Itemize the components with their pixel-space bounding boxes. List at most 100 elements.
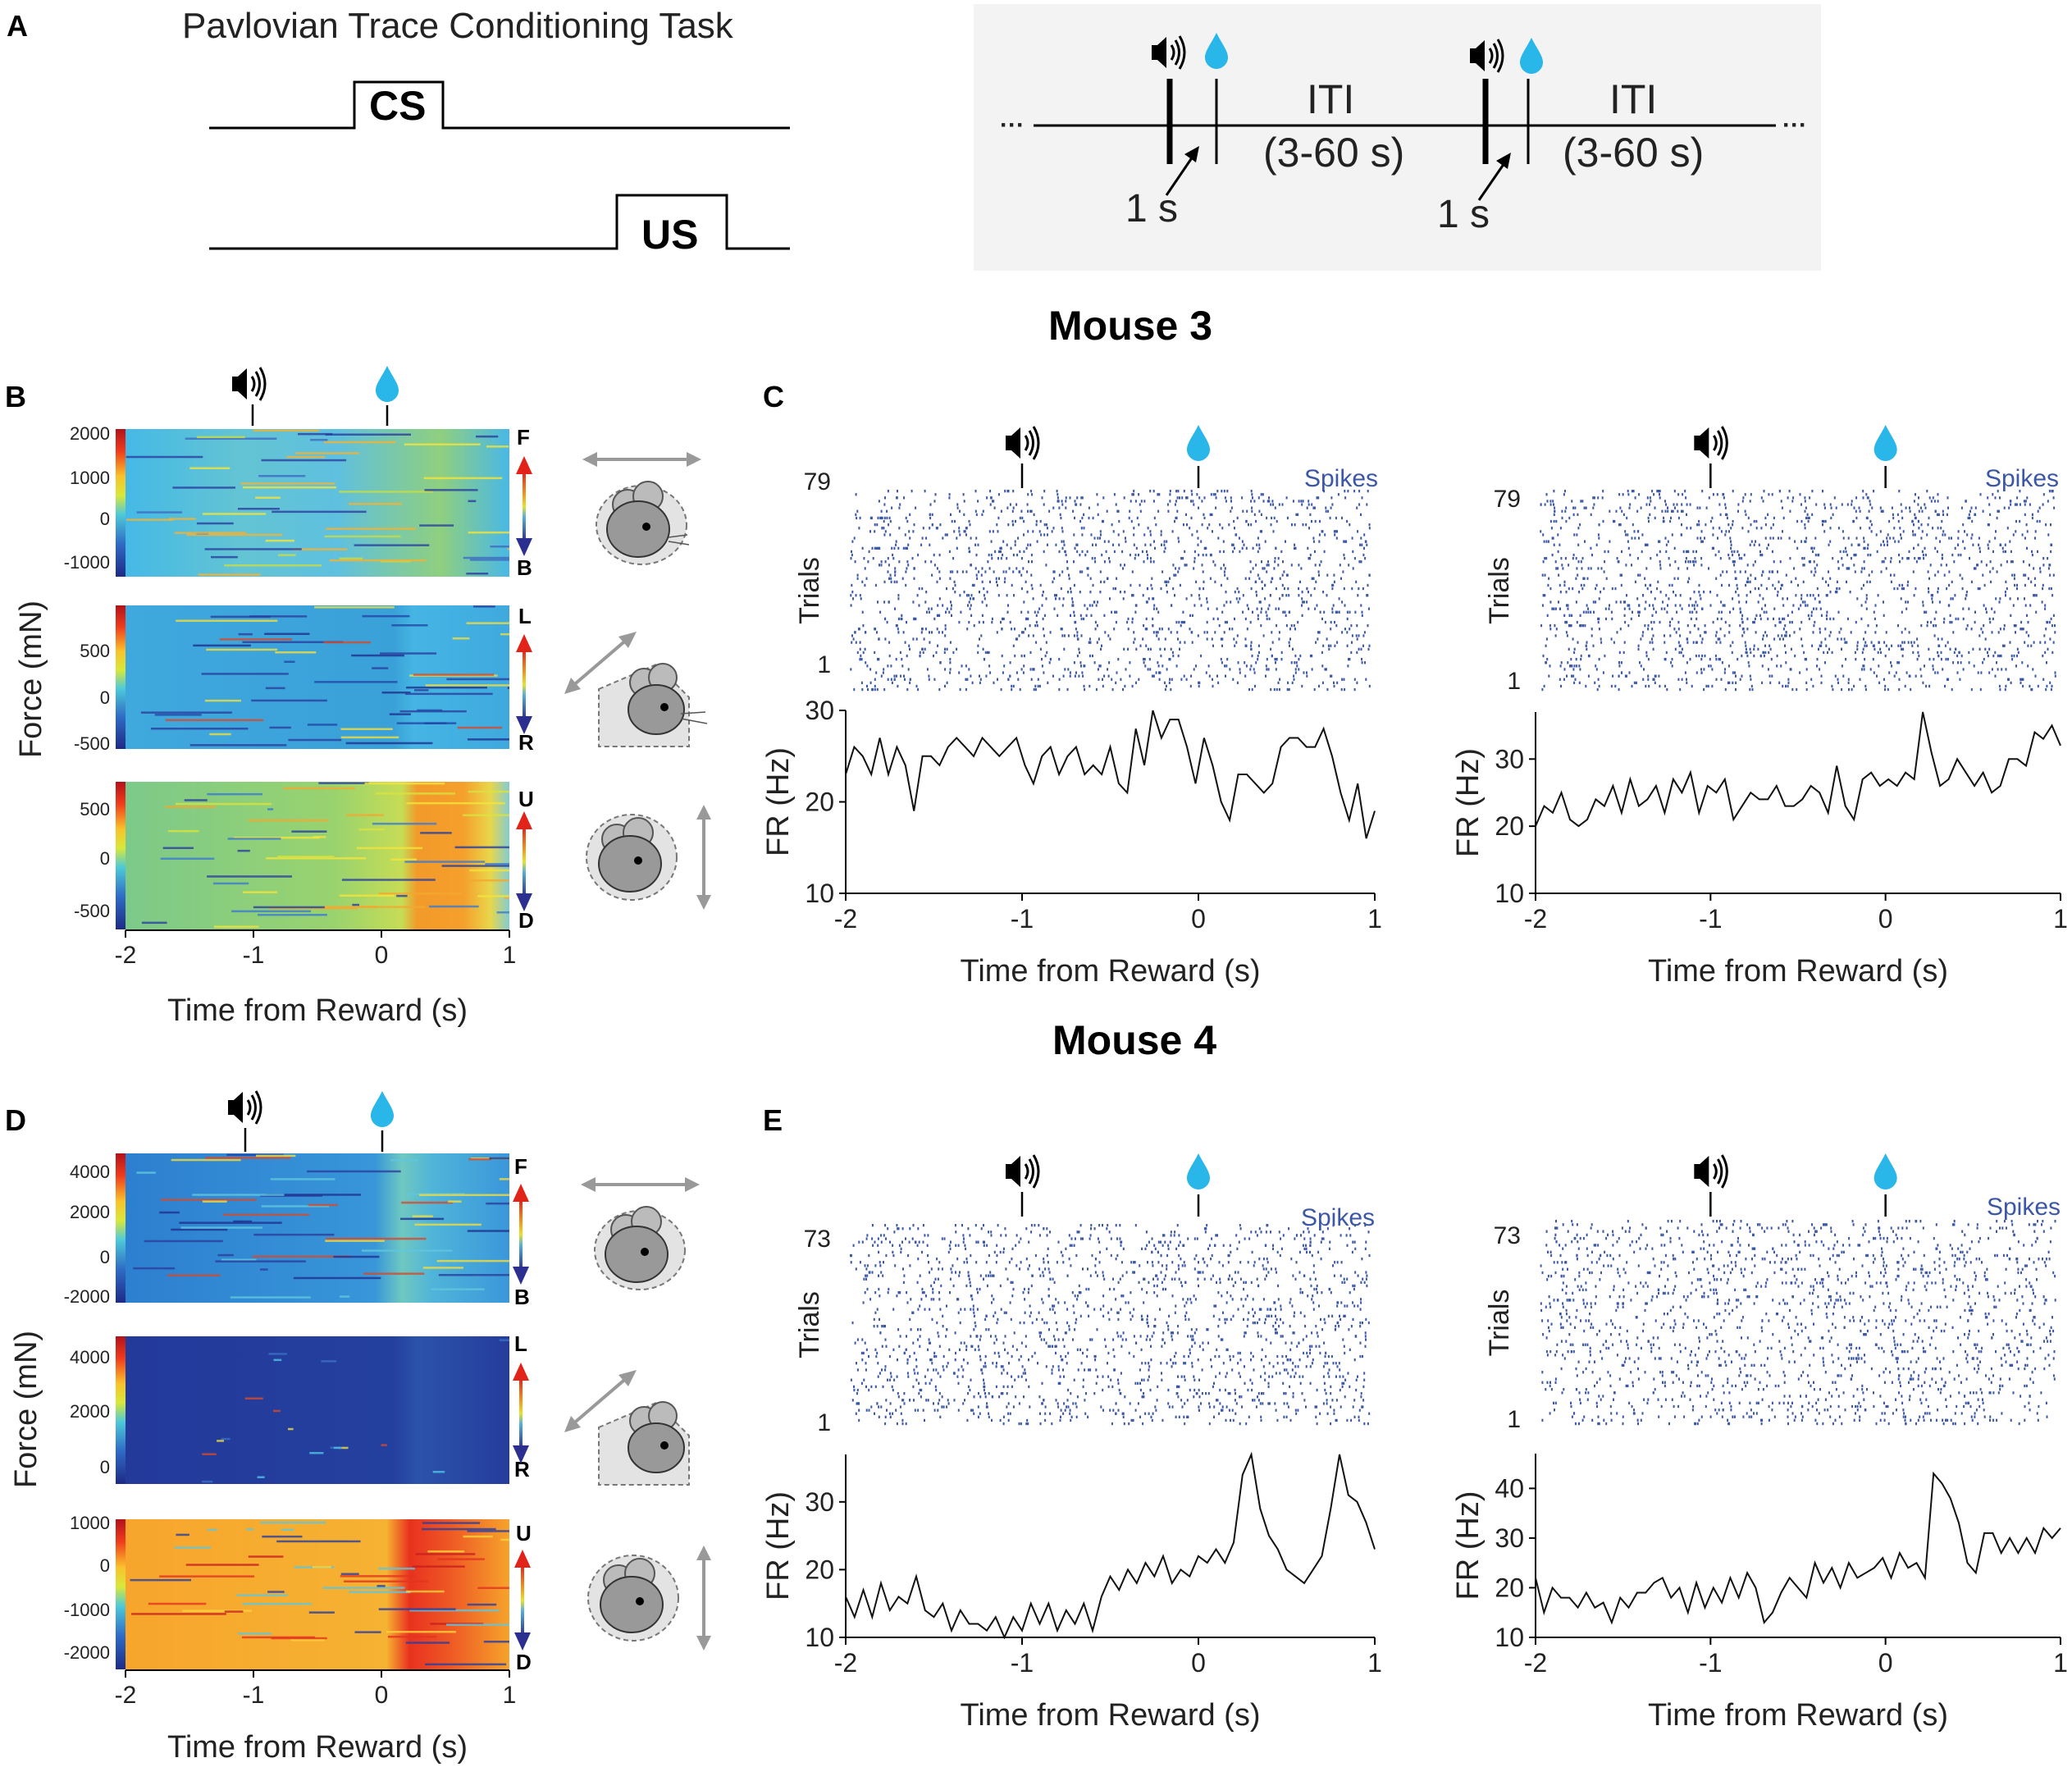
- heatmap-row: [323, 906, 426, 908]
- y-tick-label: 10: [805, 879, 834, 908]
- heatmap-row: [485, 863, 509, 865]
- heatmap-rows: [133, 1153, 509, 1299]
- heatmap-row: [257, 1476, 265, 1478]
- heatmap-row: [265, 539, 294, 542]
- heatmap-row: [329, 559, 427, 562]
- delay-arrow: [1165, 153, 1196, 196]
- direction-arrow: [513, 1184, 529, 1202]
- heatmap-row: [205, 1157, 291, 1159]
- heatmap-rows: [202, 1339, 509, 1483]
- x-tick-label: 0: [1878, 904, 1893, 934]
- direction-arrow: [516, 716, 532, 734]
- trials-top-label: 79: [1494, 486, 1521, 513]
- direction-arrow: [523, 827, 526, 897]
- task-title: Pavlovian Trace Conditioning Task: [182, 6, 734, 46]
- heatmap-row: [468, 531, 509, 534]
- firing-rate-line: [845, 710, 1376, 839]
- heatmap-row: [309, 1452, 324, 1454]
- heatmap-row: [150, 728, 249, 730]
- direction-label: F: [517, 425, 530, 450]
- heatmap-row: [269, 907, 358, 910]
- heatmap-row: [412, 1565, 465, 1568]
- direction-arrow: [516, 538, 532, 556]
- heatmap-row: [248, 819, 329, 822]
- heatmap-row: [284, 660, 295, 663]
- colorbar: [116, 1336, 126, 1484]
- mouse-illustration-fb: [581, 1177, 700, 1290]
- heatmap-row: [326, 1237, 427, 1240]
- cbar-tick: 2000: [70, 1401, 110, 1422]
- heatmap-row: [349, 502, 402, 505]
- heatmap-row: [217, 1253, 234, 1257]
- heatmap-row: [238, 632, 253, 636]
- heatmap-row: [210, 615, 271, 619]
- heatmap-row: [391, 624, 428, 627]
- heatmap-row: [396, 894, 408, 897]
- heatmap-row: [291, 548, 348, 550]
- direction-label: D: [516, 1650, 532, 1674]
- heatmap-row: [432, 1471, 445, 1473]
- direction-arrow: [523, 650, 526, 719]
- heatmap-row: [415, 1553, 476, 1555]
- cbar-tick: 2000: [70, 423, 110, 444]
- heatmap-row: [486, 445, 509, 448]
- heatmap-row: [354, 544, 430, 546]
- speaker-icon: [1004, 1153, 1040, 1189]
- heatmap-row: [361, 1249, 453, 1252]
- x-tick-label: 1: [1367, 904, 1382, 934]
- cbar-tick: 500: [80, 799, 110, 820]
- heatmap-row: [427, 1550, 465, 1553]
- heatmap-row: [244, 1397, 263, 1399]
- heatmap-row: [162, 847, 194, 849]
- x-axis-label: Time from Reward (s): [167, 993, 468, 1028]
- heatmap-row: [172, 486, 235, 489]
- heatmap-row: [406, 686, 487, 689]
- x-ticks: -2 -1 0 1: [115, 930, 516, 969]
- heatmap-row: [165, 719, 264, 722]
- heatmap-row: [340, 736, 399, 739]
- direction-label: U: [518, 787, 534, 811]
- heatmap-row: [340, 1573, 359, 1575]
- direction-label: L: [514, 1331, 527, 1356]
- heatmap-row: [362, 614, 410, 618]
- x-tick-label: -1: [243, 1682, 265, 1709]
- heatmap-row: [233, 1220, 253, 1223]
- heatmap-row: [406, 801, 505, 805]
- direction-label: U: [516, 1521, 532, 1546]
- heatmap-row: [307, 1170, 401, 1173]
- panel-label-c: C: [763, 380, 784, 413]
- heatmap-row: [378, 1608, 456, 1610]
- heatmap-row: [372, 667, 389, 669]
- heatmap-row: [438, 1274, 509, 1276]
- water-drop-icon: [1187, 1153, 1210, 1189]
- heatmap-row: [424, 489, 478, 491]
- heatmap-row: [349, 1591, 411, 1594]
- heatmap-row: [500, 1538, 509, 1541]
- heatmap-row: [255, 496, 281, 499]
- heatmap-row: [211, 555, 238, 559]
- x-tick-label: 0: [375, 1682, 389, 1709]
- heatmap-row: [318, 782, 369, 784]
- heatmap-row: [323, 641, 372, 644]
- heatmap-row: [267, 1591, 285, 1593]
- heatmap-row: [207, 875, 292, 878]
- trials-top-label: 79: [804, 468, 831, 495]
- spikes-legend: Spikes: [1985, 465, 2059, 492]
- heatmap-row: [390, 858, 418, 861]
- heatmap-row: [339, 1446, 349, 1450]
- heatmap-row: [185, 437, 277, 440]
- heatmap-row: [202, 1480, 213, 1483]
- iti-label: ITI: [1609, 76, 1657, 122]
- cbar-tick: 1000: [70, 1513, 110, 1533]
- heatmap-row: [363, 1272, 425, 1275]
- heatmap-row: [224, 1610, 244, 1613]
- heatmap-row: [242, 641, 344, 643]
- heatmap-row: [160, 1199, 257, 1201]
- heatmap-row: [269, 726, 291, 729]
- direction-arrow: [516, 893, 532, 911]
- heatmap-row: [252, 1255, 352, 1258]
- heatmap-row: [386, 1631, 456, 1633]
- cbar-tick: 0: [100, 509, 110, 529]
- water-drop-icon: [1187, 425, 1210, 461]
